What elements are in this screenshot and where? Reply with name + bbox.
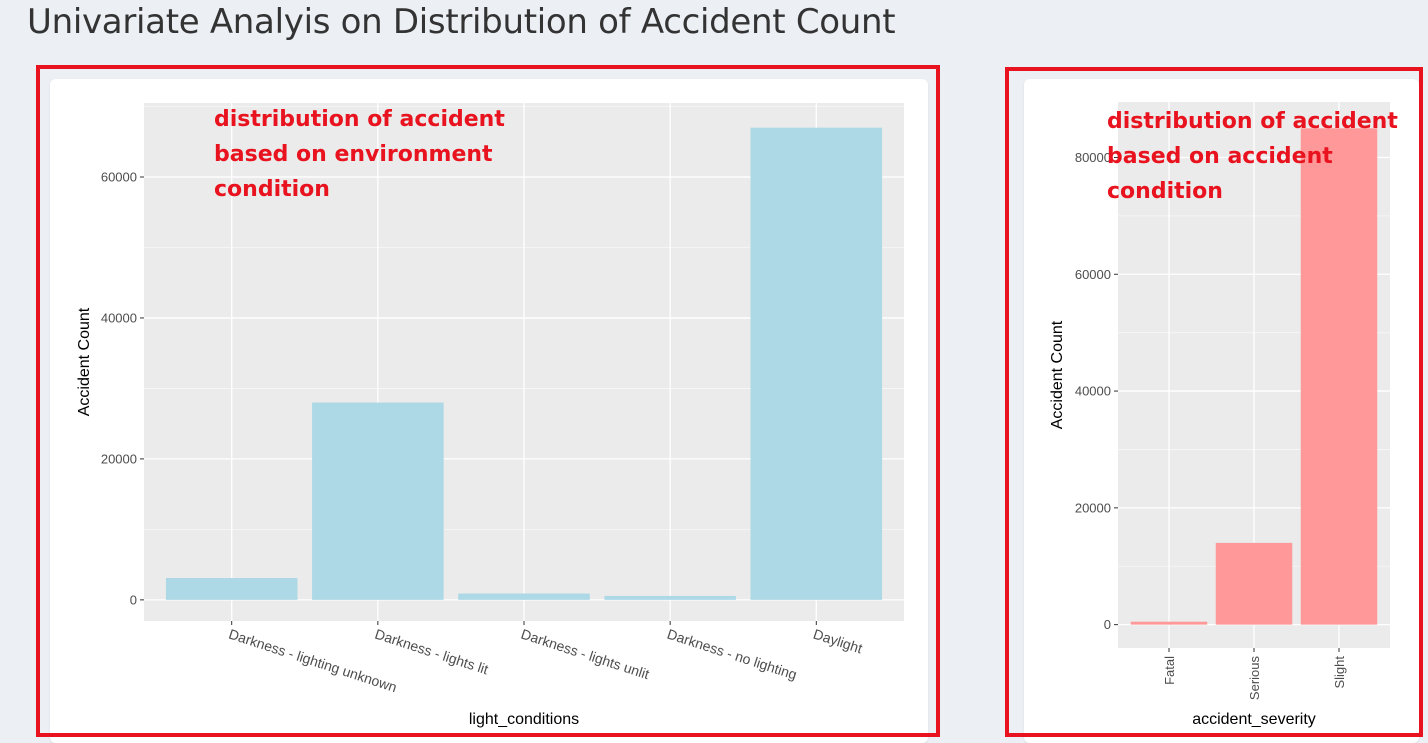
y-tick-label: 80000 [1075,150,1111,165]
y-tick-label: 40000 [1075,384,1111,399]
left-annotation: distribution of accident based on enviro… [214,102,505,207]
x-tick-label: Slight [1332,656,1347,689]
bar-serious [1215,542,1293,625]
left-annotation-line-1: distribution of accident [214,107,505,132]
right-annotation-line-3: condition [1107,179,1223,204]
x-axis-title: light_conditions [469,711,579,728]
y-tick-label: 0 [1104,617,1111,632]
y-axis-title: Accident Count [1049,320,1066,429]
bar-darkness-lighting-unknown [165,578,298,600]
bar-darkness-lights-unlit [458,593,590,600]
right-annotation-line-1: distribution of accident [1107,109,1398,134]
left-highlight-box [36,65,940,737]
x-tick-label: Serious [1247,656,1262,701]
bar-darkness-no-lighting [604,595,736,600]
y-tick-label: 40000 [101,310,137,325]
right-highlight-box [1005,67,1423,737]
left-annotation-line-2: based on environment [214,142,493,167]
right-annotation: distribution of accident based on accide… [1107,104,1398,209]
bar-daylight [750,127,883,600]
y-axis-title: Accident Count [76,307,93,416]
page-title: Univariate Analyis on Distribution of Ac… [27,2,896,42]
y-tick-label: 20000 [101,451,137,466]
y-tick-label: 60000 [101,170,137,185]
y-tick-label: 60000 [1075,267,1111,282]
left-annotation-line-3: condition [214,177,330,202]
right-annotation-line-2: based on accident [1107,144,1333,169]
y-tick-label: 20000 [1075,500,1111,515]
x-tick-label: Fatal [1162,656,1177,685]
bar-slight [1300,128,1378,625]
x-axis-title: accident_severity [1192,711,1316,728]
bar-darkness-lights-lit [312,402,444,600]
y-tick-label: 0 [130,592,137,607]
bar-fatal [1130,621,1208,625]
